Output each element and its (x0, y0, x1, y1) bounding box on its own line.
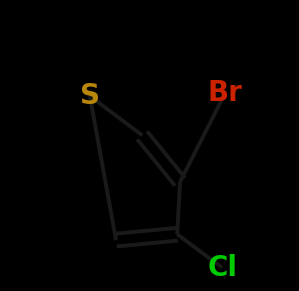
Text: Cl: Cl (207, 254, 237, 282)
Text: S: S (80, 82, 100, 110)
Text: Br: Br (208, 79, 242, 107)
